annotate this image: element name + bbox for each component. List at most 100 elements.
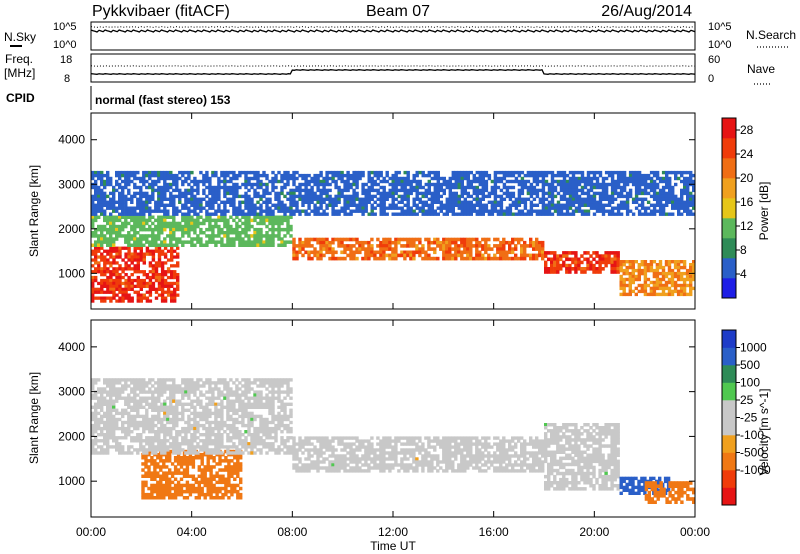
heatmap-cell <box>610 197 615 201</box>
heatmap-cell <box>241 227 245 232</box>
heatmap-cell <box>181 402 185 406</box>
heatmap-cell <box>163 405 167 409</box>
heatmap-cell <box>144 474 148 478</box>
heatmap-cell <box>157 430 161 434</box>
heatmap-cell <box>223 231 227 235</box>
heatmap-cell <box>136 212 140 216</box>
heatmap-cell <box>640 286 644 291</box>
heatmap-cell <box>133 420 137 425</box>
heatmap-cell <box>118 249 122 253</box>
heatmap-cell <box>511 200 516 204</box>
heatmap-cell <box>439 194 443 199</box>
heatmap-cell <box>625 209 630 213</box>
heatmap-cell <box>550 206 555 210</box>
heatmap-cell <box>179 489 184 494</box>
heatmap-cell <box>640 200 645 204</box>
heatmap-cell <box>316 200 320 204</box>
heatmap-cell <box>613 170 618 175</box>
heatmap-cell <box>172 414 176 419</box>
heatmap-cell <box>346 212 350 216</box>
heatmap-cell <box>100 396 104 400</box>
heatmap-cell <box>454 197 458 201</box>
heatmap-cell <box>514 203 519 207</box>
heatmap-cell <box>259 212 263 216</box>
heatmap-cell <box>139 246 143 250</box>
heatmap-cell <box>94 278 98 283</box>
heatmap-cell <box>340 191 344 196</box>
heatmap-cell <box>202 405 206 409</box>
heatmap-cell <box>448 244 452 248</box>
heatmap-cell <box>133 264 137 268</box>
heatmap-cell <box>127 414 131 419</box>
heatmap-cell <box>256 215 260 219</box>
heatmap-cell <box>625 283 629 288</box>
heatmap-cell <box>220 231 224 235</box>
heatmap-cell <box>652 271 657 276</box>
heatmap-cell <box>112 267 116 271</box>
heatmap-cell <box>205 430 209 434</box>
heatmap-cell <box>580 173 585 178</box>
heatmap-cell <box>151 173 155 178</box>
heatmap-cell <box>100 200 104 204</box>
heatmap-cell <box>674 203 678 207</box>
heatmap-cell <box>328 244 332 248</box>
heatmap-cell <box>181 390 185 394</box>
heatmap-cell <box>448 179 452 184</box>
heatmap-cell <box>163 299 168 303</box>
heatmap-cell <box>151 378 155 382</box>
heatmap-cell <box>427 182 431 187</box>
heatmap-cell <box>487 256 491 261</box>
heatmap-cell <box>571 176 576 181</box>
heatmap-cell <box>322 185 326 190</box>
heatmap-cell <box>184 224 188 229</box>
heatmap-cell <box>118 206 122 210</box>
heatmap-cell <box>182 474 187 478</box>
heatmap-cell <box>112 393 116 397</box>
heatmap-cell <box>139 234 143 238</box>
heatmap-cell <box>298 244 302 248</box>
heatmap-cell <box>316 194 320 199</box>
heatmap-cell <box>145 194 149 199</box>
heatmap-cell <box>625 182 630 187</box>
heatmap-cell <box>154 270 159 274</box>
heatmap-cell <box>193 414 197 419</box>
heatmap-cell <box>197 492 201 497</box>
heatmap-cell <box>106 287 110 291</box>
heatmap-cell <box>205 426 209 431</box>
heatmap-cell <box>436 256 440 261</box>
heatmap-cell <box>202 445 206 449</box>
heatmap-cell <box>280 215 284 219</box>
heatmap-cell <box>280 176 284 181</box>
heatmap-cell <box>325 179 329 184</box>
heatmap-cell <box>199 402 203 406</box>
heatmap-cell <box>637 265 641 270</box>
heatmap-cell <box>156 489 160 494</box>
heatmap-cell <box>631 197 636 201</box>
heatmap-cell <box>298 237 302 242</box>
heatmap-cell <box>250 200 254 204</box>
heatmap-cell <box>173 486 178 491</box>
heatmap-cell <box>193 433 197 437</box>
heatmap-cell <box>607 194 612 199</box>
heatmap-cell <box>176 252 180 256</box>
heatmap-cell <box>109 249 113 253</box>
heatmap-cell <box>370 250 374 255</box>
heatmap-cell <box>568 270 572 274</box>
heatmap-cell <box>523 250 527 255</box>
heatmap-cell <box>221 486 225 491</box>
heatmap-cell <box>514 200 519 204</box>
heatmap-cell <box>150 459 154 463</box>
cpid-value: normal (fast stereo) 153 <box>95 93 231 107</box>
heatmap-cell <box>319 173 323 178</box>
heatmap-cell <box>151 197 155 201</box>
heatmap-cell <box>352 237 356 242</box>
heatmap-cell <box>187 170 191 175</box>
heatmap-cell <box>259 215 263 219</box>
date-title: 26/Aug/2014 <box>601 3 692 20</box>
heatmap-cell <box>160 197 164 201</box>
heatmap-cell <box>292 256 296 261</box>
heatmap-cell <box>385 194 389 199</box>
heatmap-cell <box>286 240 290 244</box>
heatmap-cell <box>250 224 254 229</box>
heatmap-cell <box>227 459 231 463</box>
